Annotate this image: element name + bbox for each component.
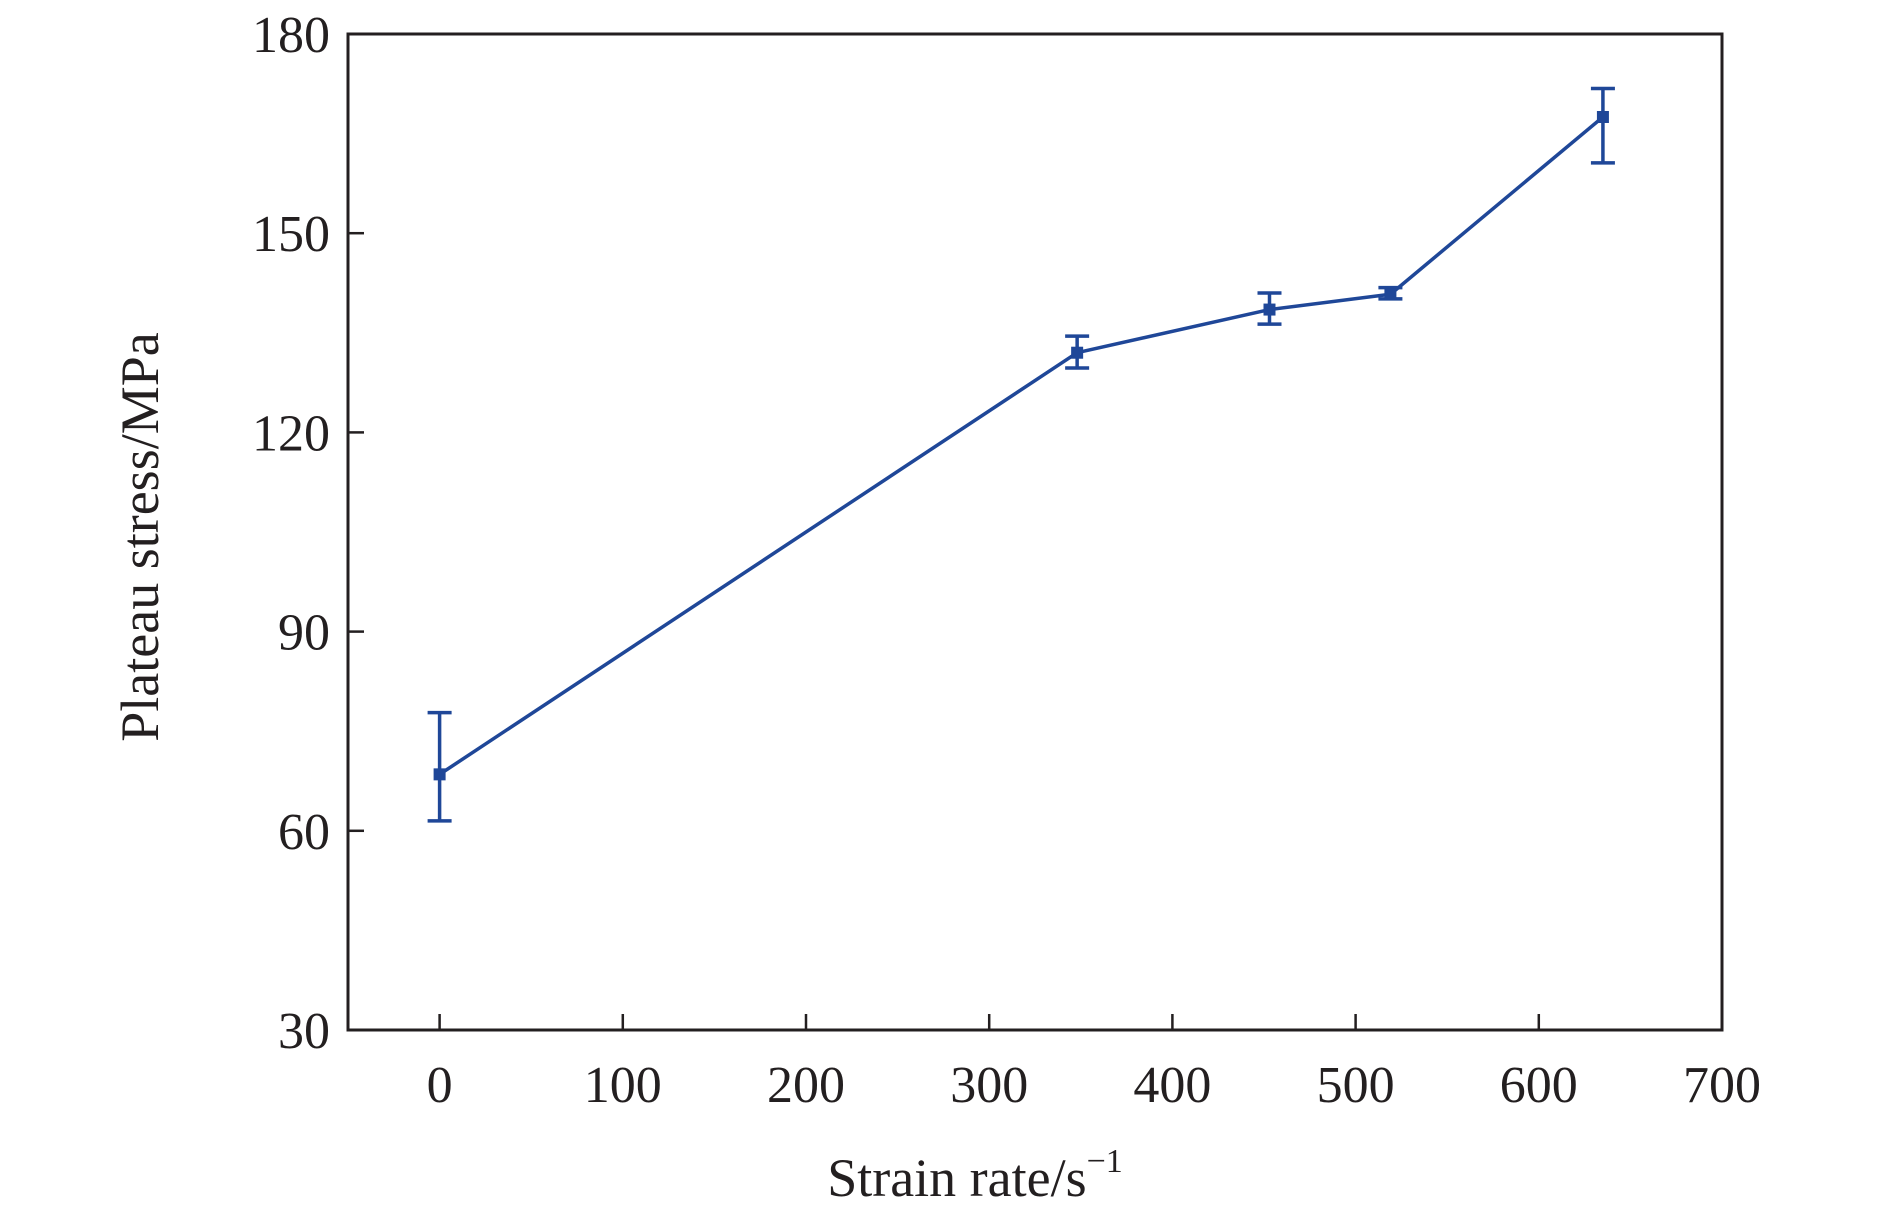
x-ticks: 0 100 200 300 400 500 600 700 <box>427 1014 1761 1114</box>
y-tick-label: 90 <box>278 605 330 662</box>
y-tick-label: 180 <box>252 7 330 64</box>
y-tick-label: 150 <box>252 206 330 263</box>
data-point <box>1384 288 1397 301</box>
x-axis-title-main: Strain rate/s <box>827 1148 1086 1208</box>
y-tick-label: 120 <box>252 405 330 462</box>
series <box>427 86 1615 823</box>
y-axis-title: Plateau stress/MPa <box>110 332 170 741</box>
y-tick-label: 30 <box>278 1003 330 1060</box>
data-point <box>1596 111 1609 123</box>
series-line <box>438 115 1605 776</box>
x-axis-title-sup: −1 <box>1087 1143 1123 1180</box>
data-point <box>433 768 446 781</box>
data-point <box>1071 346 1084 359</box>
x-tick-label: 0 <box>427 1057 453 1114</box>
x-tick-label: 600 <box>1500 1057 1578 1114</box>
x-tick-label: 200 <box>767 1057 845 1114</box>
x-tick-label: 100 <box>584 1057 662 1114</box>
x-axis-title: Strain rate/s−1 <box>827 1143 1123 1208</box>
y-ticks: 30 60 90 120 150 180 <box>252 7 364 1060</box>
x-tick-label: 500 <box>1317 1057 1395 1114</box>
plot-frame <box>346 32 1724 1032</box>
y-tick-label: 60 <box>278 804 330 861</box>
x-tick-label: 400 <box>1133 1057 1211 1114</box>
x-tick-label: 300 <box>950 1057 1028 1114</box>
x-tick-label: 700 <box>1683 1057 1761 1114</box>
data-point <box>1263 303 1276 316</box>
